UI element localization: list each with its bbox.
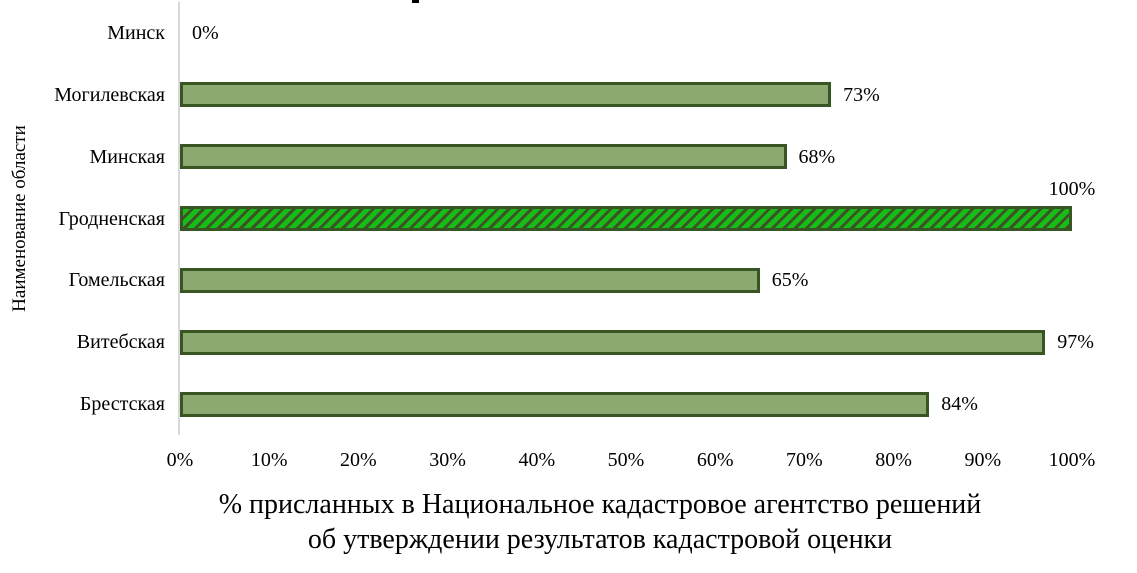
category-label: Брестская	[79, 393, 165, 416]
x-tick-label: 0%	[166, 449, 194, 471]
chart-title: % присланных в Национальное кадастровое …	[63, 487, 1137, 557]
category-label: Гомельская	[68, 269, 165, 292]
category-label: Гродненская	[58, 207, 165, 230]
x-tick-label: 50%	[607, 449, 645, 471]
category-label: Витебская	[76, 331, 165, 354]
category-label: Минск	[107, 21, 165, 44]
x-tick-label: 90%	[964, 449, 1002, 471]
x-tick-label: 60%	[696, 449, 734, 471]
x-tick-label: 10%	[250, 449, 288, 471]
x-tick-label: 20%	[340, 449, 377, 471]
x-tick-label: 70%	[786, 449, 823, 471]
bar	[180, 267, 760, 293]
value-label: 65%	[771, 269, 809, 292]
bar	[180, 82, 832, 108]
value-label: 73%	[843, 83, 880, 106]
bar	[180, 391, 930, 417]
cropped-title-fragment	[412, 0, 419, 3]
value-label: 100%	[1048, 178, 1096, 200]
x-tick-label: 40%	[518, 449, 556, 471]
value-label: 0%	[192, 21, 219, 44]
value-label: 97%	[1057, 331, 1094, 354]
value-label: 84%	[941, 393, 978, 416]
bar	[180, 206, 1072, 231]
category-label: Минская	[89, 145, 165, 168]
bar	[180, 329, 1046, 355]
category-label: Могилевская	[54, 83, 165, 106]
x-tick-label: 80%	[875, 449, 912, 471]
value-label: 68%	[798, 145, 836, 168]
chart-title-line-2: об утверждении результатов кадастровой о…	[307, 524, 893, 555]
bar	[180, 144, 787, 170]
y-axis-line	[178, 2, 180, 435]
x-tick-label: 30%	[429, 449, 466, 471]
chart-title-line-1: % присланных в Национальное кадастровое …	[218, 489, 982, 520]
x-tick-label: 100%	[1048, 449, 1096, 471]
